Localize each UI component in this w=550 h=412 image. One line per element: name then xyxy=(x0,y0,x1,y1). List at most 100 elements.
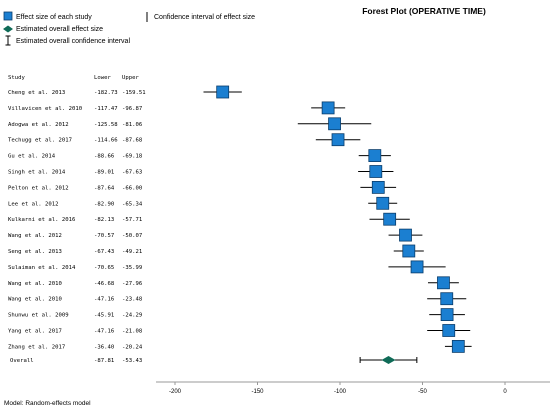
legend-label-overall-effect: Estimated overall effect size xyxy=(16,26,103,33)
legend-label-effect-size: Effect size of each study xyxy=(16,14,92,21)
study-upper: -67.63 xyxy=(122,170,142,176)
column-header-lower: Lower xyxy=(94,75,111,81)
study-lower: -87.64 xyxy=(94,185,115,191)
study-effect-marker xyxy=(440,292,454,306)
study-row: Villavicen et al. 2010 -117.47 -96.87 xyxy=(8,106,142,112)
legend-error-bar-icon xyxy=(5,35,11,46)
study-name: Shunwu et al. 2009 xyxy=(8,313,69,319)
study-upper: -35.99 xyxy=(122,265,142,271)
study-lower: -47.16 xyxy=(94,297,114,303)
legend-diamond-marker-icon xyxy=(3,25,13,33)
study-name: Gu et al. 2014 xyxy=(8,154,56,160)
study-lower: -88.66 xyxy=(94,154,114,160)
study-row: Gu et al. 2014 -88.66 -69.18 xyxy=(8,154,143,160)
study-name: Wang et al. 2010 xyxy=(8,281,62,287)
study-upper: -21.08 xyxy=(122,329,143,335)
study-upper: -57.71 xyxy=(122,217,142,223)
study-name: Cheng et al. 2013 xyxy=(8,90,65,96)
x-tick-label: -100 xyxy=(334,389,347,395)
study-effect-marker xyxy=(383,212,397,226)
study-lower: -114.66 xyxy=(94,138,118,144)
study-lower: -70.65 xyxy=(94,265,114,271)
column-header-study: Study xyxy=(8,75,25,81)
study-lower: -89.01 xyxy=(94,170,114,176)
study-effect-marker xyxy=(371,180,385,194)
study-row: Wang et al. 2010 -46.68 -27.96 xyxy=(8,281,142,287)
study-row: Wang et al. 2010 -47.16 -23.48 xyxy=(8,297,143,303)
study-name: Pelton et al. 2012 xyxy=(8,185,69,191)
x-tick-label: -50 xyxy=(418,389,427,395)
study-row: Techugg et al. 2017 -114.66 -87.68 xyxy=(8,138,143,144)
study-effect-marker xyxy=(216,85,230,99)
overall-upper: -53.43 xyxy=(122,358,142,364)
study-effect-marker xyxy=(321,101,335,115)
overall-diamond-marker xyxy=(381,356,396,364)
legend-label-overall-ci: Estimated overall confidence interval xyxy=(16,38,130,45)
study-lower: -67.43 xyxy=(94,249,114,255)
study-name: Kulkarni et al. 2016 xyxy=(8,217,75,223)
overall-lower: -87.81 xyxy=(94,358,114,364)
study-upper: -87.68 xyxy=(122,138,143,144)
study-upper: -66.00 xyxy=(122,185,142,191)
study-effect-marker xyxy=(440,308,454,322)
study-row: Shunwu et al. 2009 -45.91 -24.29 xyxy=(8,313,142,319)
study-upper: -69.18 xyxy=(122,154,143,160)
study-row: Wang et al. 2012 -70.57 -50.07 xyxy=(8,233,142,239)
model-footnote: Model: Random-effects model xyxy=(4,400,91,407)
chart-title: Forest Plot (OPERATIVE TIME) xyxy=(362,6,486,16)
study-lower: -45.91 xyxy=(94,313,114,319)
x-tick-label: 0 xyxy=(503,389,507,395)
study-effect-marker xyxy=(410,260,424,274)
study-effect-marker xyxy=(331,133,345,147)
study-upper: -65.34 xyxy=(122,201,143,207)
legend-label-confidence-interval: Confidence interval of effect size xyxy=(154,14,255,21)
study-name: Zhang et al. 2017 xyxy=(8,344,65,350)
study-effect-marker xyxy=(402,244,416,258)
study-effect-marker xyxy=(376,196,390,210)
study-upper: -49.21 xyxy=(122,249,142,255)
study-lower: -117.47 xyxy=(94,106,118,112)
study-row: Zhang et al. 2017 -36.40 -20.24 xyxy=(8,344,143,350)
study-name: Seng et al. 2013 xyxy=(8,249,62,255)
study-lower: -82.13 xyxy=(94,217,114,223)
study-lower: -47.16 xyxy=(94,329,114,335)
study-lower: -46.68 xyxy=(94,281,115,287)
study-effect-marker xyxy=(442,324,456,337)
study-name: Singh et al. 2014 xyxy=(8,170,66,176)
study-upper: -159.51 xyxy=(122,90,146,96)
study-lower: -70.57 xyxy=(94,233,114,239)
study-effect-marker xyxy=(399,228,412,242)
study-row: Singh et al. 2014 -89.01 -67.63 xyxy=(8,170,142,176)
study-row: Pelton et al. 2012 -87.64 -66.00 xyxy=(8,185,142,191)
study-lower: -36.40 xyxy=(94,344,114,350)
study-effect-marker xyxy=(437,276,450,290)
study-row: Yang et al. 2017 -47.16 -21.08 xyxy=(8,329,143,335)
overall-row: Overall -87.81 -53.43 xyxy=(10,356,418,364)
study-upper: -23.48 xyxy=(122,297,143,303)
study-name: Techugg et al. 2017 xyxy=(8,138,72,144)
x-tick-label: -200 xyxy=(169,389,182,395)
study-name: Adogwa et al. 2012 xyxy=(8,122,69,128)
study-row: Cheng et al. 2013 -182.73 -159.51 xyxy=(8,90,146,96)
study-upper: -50.07 xyxy=(122,233,142,239)
study-name: Villavicen et al. 2010 xyxy=(8,106,82,112)
x-tick-label: -150 xyxy=(251,389,264,395)
study-row: Seng et al. 2013 -67.43 -49.21 xyxy=(8,249,142,255)
study-upper: -24.29 xyxy=(122,313,142,319)
x-axis-ticks: -200 -150 -100 -50 0 xyxy=(169,382,507,395)
study-lower: -82.90 xyxy=(94,201,114,207)
study-name: Yang et al. 2017 xyxy=(8,329,62,335)
study-row: Lee et al. 2012 -82.90 -65.34 xyxy=(8,201,143,207)
legend: Effect size of each study Confidence int… xyxy=(3,11,255,46)
study-effect-marker xyxy=(368,149,382,163)
study-effect-marker xyxy=(328,117,341,131)
column-header-upper: Upper xyxy=(122,75,139,81)
plot-area xyxy=(203,85,472,353)
overall-label: Overall xyxy=(10,358,34,364)
study-name: Sulaiman et al. 2014 xyxy=(8,265,76,271)
study-upper: -96.87 xyxy=(122,106,142,112)
study-lower: -125.58 xyxy=(94,122,118,128)
legend-square-marker-icon xyxy=(3,11,13,21)
study-effect-marker xyxy=(451,339,465,353)
